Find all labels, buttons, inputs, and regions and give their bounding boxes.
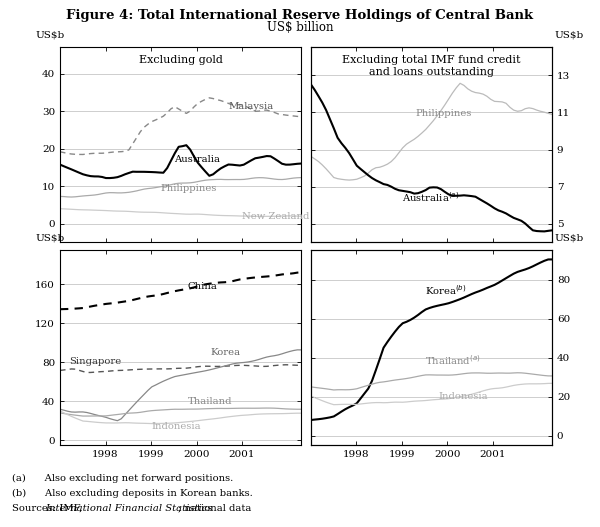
Text: Korea$^{(b)}$: Korea$^{(b)}$ <box>425 284 466 297</box>
Text: Thailand: Thailand <box>187 397 232 406</box>
Text: Indonesia: Indonesia <box>438 392 488 401</box>
Text: US$b: US$b <box>554 233 583 242</box>
Text: New Zealand: New Zealand <box>242 212 310 221</box>
Text: Excluding total IMF fund credit
and loans outstanding: Excluding total IMF fund credit and loan… <box>342 55 521 77</box>
Text: Indonesia: Indonesia <box>151 422 200 431</box>
Text: China: China <box>187 282 217 291</box>
Text: Australia$^{(a)}$: Australia$^{(a)}$ <box>402 190 459 203</box>
Text: Malaysia: Malaysia <box>229 102 274 111</box>
Text: International Financial Statistics: International Financial Statistics <box>46 504 213 513</box>
Text: (b)      Also excluding deposits in Korean banks.: (b) Also excluding deposits in Korean ba… <box>12 489 253 498</box>
Text: US$b: US$b <box>554 31 583 40</box>
Text: Excluding gold: Excluding gold <box>139 55 223 65</box>
Text: (a)      Also excluding net forward positions.: (a) Also excluding net forward positions… <box>12 474 233 483</box>
Text: Australia: Australia <box>174 155 220 164</box>
Text: US$b: US$b <box>36 233 65 242</box>
Text: US$ billion: US$ billion <box>267 21 333 34</box>
Text: Figure 4: Total International Reserve Holdings of Central Bank: Figure 4: Total International Reserve Ho… <box>67 9 533 23</box>
Text: ; national data: ; national data <box>178 504 251 513</box>
Text: US$b: US$b <box>36 31 65 40</box>
Text: Sources: IMF,: Sources: IMF, <box>12 504 86 513</box>
Text: Korea: Korea <box>210 348 240 357</box>
Text: Philippines: Philippines <box>160 184 217 193</box>
Text: Philippines: Philippines <box>415 109 472 118</box>
Text: Singapore: Singapore <box>69 357 121 366</box>
Text: Thailand$^{(a)}$: Thailand$^{(a)}$ <box>425 354 480 367</box>
